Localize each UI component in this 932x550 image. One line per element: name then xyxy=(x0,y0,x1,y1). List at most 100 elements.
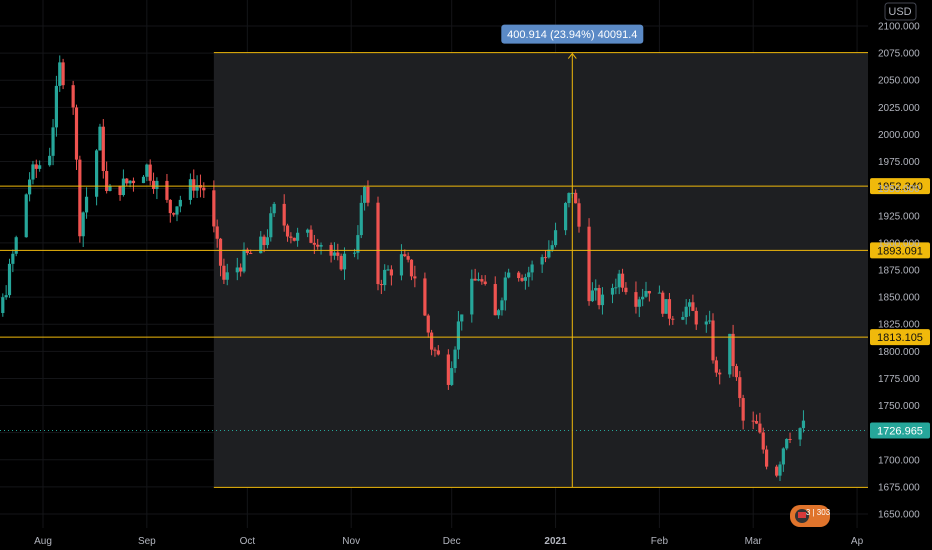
candle xyxy=(574,189,578,204)
candle-body xyxy=(594,288,598,291)
x-tick-label: Sep xyxy=(138,536,156,547)
candle xyxy=(316,238,320,250)
candle xyxy=(31,160,35,185)
candle-body xyxy=(172,213,176,215)
candle-body xyxy=(225,272,229,280)
candle xyxy=(617,269,621,295)
candle-body xyxy=(711,320,715,361)
y-tick-label: 1900.000 xyxy=(878,238,920,249)
candle xyxy=(708,310,712,324)
candle-body xyxy=(192,179,196,191)
candle-body xyxy=(520,278,524,281)
candle xyxy=(714,356,718,377)
candle-body xyxy=(309,229,313,243)
time-axis[interactable]: Aug Sep Oct Nov Dec 2021 Feb Mar Ap xyxy=(34,536,864,547)
candle xyxy=(202,182,206,198)
candle xyxy=(661,290,665,317)
candle-body xyxy=(11,253,15,264)
currency-badge[interactable]: USD xyxy=(884,2,917,21)
candle xyxy=(245,247,249,256)
candle xyxy=(363,185,367,211)
candle xyxy=(728,333,732,378)
candle xyxy=(172,212,176,217)
candle xyxy=(78,155,82,243)
candle-body xyxy=(624,287,628,293)
candle xyxy=(597,284,601,310)
candle-body xyxy=(125,178,129,184)
y-tick-label: 1800.000 xyxy=(878,347,920,358)
level-label: 1813.105 xyxy=(877,332,923,344)
candle xyxy=(178,195,182,213)
candle xyxy=(306,228,310,238)
candle xyxy=(125,178,129,187)
candle-body xyxy=(78,159,82,237)
candle-body xyxy=(178,199,182,207)
candle-body xyxy=(667,299,672,319)
candle xyxy=(282,194,286,232)
candle xyxy=(212,180,216,233)
candle-body xyxy=(145,164,149,177)
candle-body xyxy=(614,287,618,289)
candle-body xyxy=(687,302,692,307)
y-tick-label: 1975.000 xyxy=(878,157,920,168)
candle-body xyxy=(547,249,551,258)
y-tick-label: 2075.000 xyxy=(878,49,920,60)
candle xyxy=(647,290,651,302)
candle-body xyxy=(108,185,112,191)
candle-body xyxy=(641,296,645,300)
y-tick-label: 1925.000 xyxy=(878,211,920,222)
candle-body xyxy=(476,279,481,281)
candle xyxy=(456,311,460,360)
candle xyxy=(567,192,571,208)
y-tick-label: 2100.000 xyxy=(878,22,920,33)
candle xyxy=(168,199,172,223)
candle-body xyxy=(14,237,18,254)
candle-body xyxy=(296,232,300,241)
events-badge[interactable]: 3 | 303 xyxy=(790,505,831,527)
candle xyxy=(1,293,5,317)
candle xyxy=(577,198,581,233)
candle-body xyxy=(761,432,765,450)
candle xyxy=(285,223,290,242)
candle xyxy=(681,311,685,321)
candle-body xyxy=(386,269,390,271)
candle xyxy=(620,268,625,292)
candle xyxy=(610,283,615,304)
candle xyxy=(54,75,58,137)
candle xyxy=(319,242,323,255)
candle xyxy=(336,243,340,261)
candle xyxy=(590,282,594,303)
candle xyxy=(24,193,28,238)
measure-arrow-icon xyxy=(567,52,577,59)
y-tick-label: 1875.000 xyxy=(878,266,920,277)
measure-tool[interactable]: 400.914 (23.94%) 40091.4 xyxy=(213,24,868,488)
candle-body xyxy=(497,310,501,316)
candle-body xyxy=(389,269,393,276)
candle xyxy=(517,270,521,282)
candle xyxy=(430,329,434,356)
candle xyxy=(7,258,12,298)
candle xyxy=(634,281,638,314)
candle-body xyxy=(54,85,58,128)
candle-body xyxy=(242,249,246,272)
last-price-label: 1726.965 xyxy=(877,426,923,438)
candle xyxy=(108,183,112,192)
candle xyxy=(48,147,52,167)
price-axis[interactable]: 2100.000 2075.000 2050.000 2025.000 2000.000… xyxy=(870,22,930,521)
candle-body xyxy=(480,279,484,282)
candle xyxy=(296,227,300,247)
candle xyxy=(145,163,149,182)
candle-body xyxy=(403,254,407,257)
candle-body xyxy=(212,190,216,227)
candle-body xyxy=(527,272,531,278)
candle-body xyxy=(202,187,206,191)
candle-body xyxy=(316,244,320,247)
y-tick-label: 2050.000 xyxy=(878,76,920,87)
candle xyxy=(433,347,437,357)
candle xyxy=(409,259,414,281)
candle xyxy=(520,274,524,282)
candle-body xyxy=(406,256,410,260)
candle-body xyxy=(245,249,249,253)
candle-body xyxy=(543,257,548,259)
